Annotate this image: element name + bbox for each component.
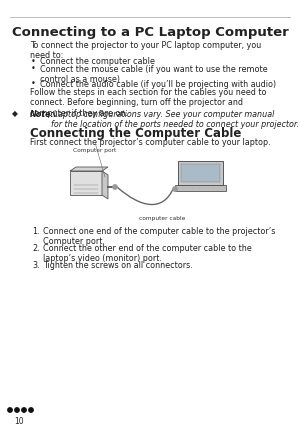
Text: 2.: 2. [32, 244, 40, 253]
Text: Connecting the Computer Cable: Connecting the Computer Cable [30, 127, 242, 140]
Polygon shape [70, 167, 108, 171]
Text: Follow the steps in each section for the cables you need to
connect. Before begi: Follow the steps in each section for the… [30, 88, 266, 118]
Text: 3.: 3. [32, 261, 40, 270]
Text: Connect the audio cable (if you’ll be projecting with audio): Connect the audio cable (if you’ll be pr… [40, 79, 276, 88]
Polygon shape [70, 171, 102, 195]
Text: Computer port: Computer port [74, 148, 117, 153]
Text: To connect the projector to your PC laptop computer, you
need to:: To connect the projector to your PC lapt… [30, 41, 261, 60]
Text: 1.: 1. [32, 227, 40, 236]
Text: ◆: ◆ [12, 109, 18, 118]
Circle shape [112, 184, 118, 190]
Text: •: • [31, 64, 36, 73]
Text: Connect one end of the computer cable to the projector’s
Computer port.: Connect one end of the computer cable to… [43, 227, 275, 246]
Text: Note:: Note: [30, 110, 55, 119]
Circle shape [15, 408, 19, 412]
Text: •: • [31, 79, 36, 88]
Text: Laptop configurations vary. See your computer manual
for the location of the por: Laptop configurations vary. See your com… [51, 110, 299, 129]
Text: 10: 10 [14, 417, 24, 425]
Polygon shape [102, 171, 108, 199]
Text: computer cable: computer cable [139, 216, 185, 221]
Text: Connecting to a PC Laptop Computer: Connecting to a PC Laptop Computer [12, 26, 288, 39]
Text: Connect the other end of the computer cable to the
laptop’s video (monitor) port: Connect the other end of the computer ca… [43, 244, 252, 264]
Text: Connect the mouse cable (if you want to use the remote
control as a mouse): Connect the mouse cable (if you want to … [40, 65, 268, 84]
Text: Tighten the screws on all connectors.: Tighten the screws on all connectors. [43, 261, 193, 270]
Circle shape [22, 408, 26, 412]
Circle shape [8, 408, 12, 412]
Polygon shape [178, 161, 223, 185]
Circle shape [29, 408, 33, 412]
Text: Connect the computer cable: Connect the computer cable [40, 57, 155, 66]
Polygon shape [181, 164, 220, 182]
Text: •: • [31, 57, 36, 65]
Circle shape [172, 187, 178, 192]
Text: First connect the projector’s computer cable to your laptop.: First connect the projector’s computer c… [30, 138, 271, 147]
Polygon shape [175, 185, 226, 191]
